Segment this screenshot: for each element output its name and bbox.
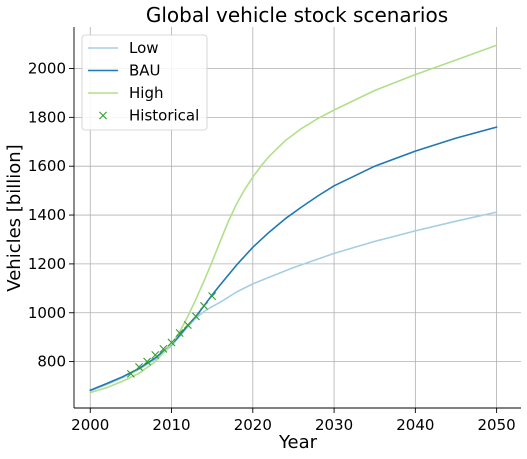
y-tick-label-1600: 1600 [28,157,66,175]
legend-label-historical: Historical [129,107,199,125]
y-tick-label-1000: 1000 [28,304,66,322]
legend-label-bau: BAU [129,62,161,80]
series-layer [89,44,498,394]
historical-point-2011 [175,329,184,338]
x-tick-label-2010: 2010 [152,416,190,434]
historical-point-2012 [183,320,192,329]
ticks: 2000 2010 2020 2030 2040 2050 800 1000 1200 1400 1… [28,60,516,434]
x-tick-label-2030: 2030 [315,416,353,434]
x-tick-label-2050: 2050 [478,416,516,434]
y-tick-label-1200: 1200 [28,255,66,273]
x-tick-label-2040: 2040 [396,416,434,434]
legend-label-high: High [129,84,163,102]
y-tick-label-800: 800 [37,353,66,371]
historical-point-2013 [191,312,200,321]
historical-point-2014 [200,301,209,310]
historical-point-2009 [159,344,168,353]
historical-point-2006 [135,362,144,371]
historical-point-2005 [126,369,135,378]
x-axis-label: Year [278,432,318,453]
y-tick-label-1800: 1800 [28,108,66,126]
x-tick-label-2020: 2020 [234,416,272,434]
series-line-high [89,44,498,394]
legend: Low BAU High Historical [81,34,208,131]
historical-point-2008 [151,351,160,359]
y-tick-label-1400: 1400 [28,206,66,224]
legend-swatch-historical [99,111,107,120]
series-line-bau [89,126,498,392]
axes [73,27,521,409]
x-tick-label-2000: 2000 [71,416,109,434]
series-line-low [89,211,498,392]
historical-point-2015 [208,292,217,301]
legend-label-low: Low [129,39,159,57]
historical-point-2010 [167,338,176,347]
y-tick-label-2000: 2000 [28,60,66,78]
series-markers-historical [126,292,217,378]
chart-title: Global vehicle stock scenarios [146,3,448,27]
legend-box [81,34,208,131]
historical-point-2007 [143,357,152,366]
y-axis-label: Vehicles [billion] [4,144,25,291]
